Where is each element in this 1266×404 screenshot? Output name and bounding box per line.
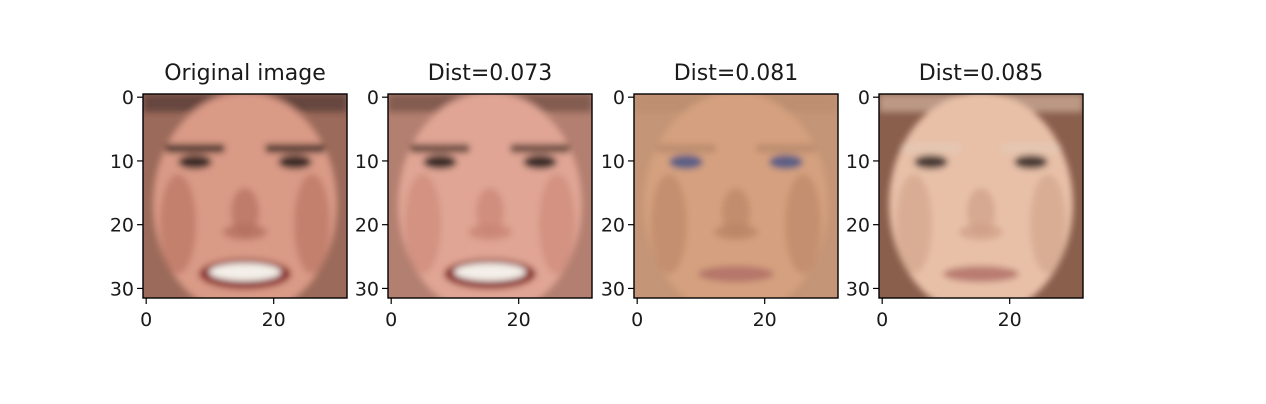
- face-image: [879, 94, 1083, 298]
- y-tick-label: 0: [858, 87, 870, 109]
- panel-4: Dist=0.085 0 10 20 30 0 20: [846, 61, 1084, 331]
- panel-3: Dist=0.081 0 10 20 30 0 20: [601, 61, 839, 331]
- y-tick-label: 0: [367, 87, 379, 109]
- x-tick-label: 0: [385, 309, 397, 331]
- panel-title: Dist=0.081: [674, 61, 799, 86]
- x-tick-label: 0: [876, 309, 888, 331]
- x-tick-label: 20: [998, 309, 1022, 331]
- y-tick-label: 10: [601, 151, 625, 173]
- x-tick-label: 20: [262, 309, 286, 331]
- y-tick-label: 10: [110, 151, 134, 173]
- x-tick-label: 0: [140, 309, 152, 331]
- panel-title: Dist=0.085: [919, 61, 1044, 86]
- y-tick-label: 10: [355, 151, 379, 173]
- panel-title: Dist=0.073: [428, 61, 553, 86]
- y-tick-label: 30: [355, 278, 379, 300]
- y-tick-label: 30: [846, 278, 870, 300]
- y-tick-label: 20: [110, 215, 134, 237]
- y-tick-label: 0: [613, 87, 625, 109]
- y-tick-label: 10: [846, 151, 870, 173]
- y-tick-label: 30: [601, 278, 625, 300]
- axes-frame: [878, 93, 1084, 299]
- axes-frame: [387, 93, 593, 299]
- y-tick-label: 20: [601, 215, 625, 237]
- y-tick-label: 0: [122, 87, 134, 109]
- face-image: [634, 94, 838, 298]
- y-tick-label: 20: [355, 215, 379, 237]
- panel-title: Original image: [164, 61, 326, 86]
- x-tick-label: 0: [631, 309, 643, 331]
- x-tick-label: 20: [753, 309, 777, 331]
- face-image: [388, 94, 592, 298]
- y-tick-label: 20: [846, 215, 870, 237]
- axes-frame: [142, 93, 348, 299]
- y-tick-label: 30: [110, 278, 134, 300]
- axes-frame: [633, 93, 839, 299]
- panel-1: Original image 0 10 20 30 0 20: [110, 61, 348, 331]
- panel-2: Dist=0.073 0 10 20 30 0 20: [355, 61, 593, 331]
- face-image: [143, 94, 347, 298]
- x-tick-label: 20: [507, 309, 531, 331]
